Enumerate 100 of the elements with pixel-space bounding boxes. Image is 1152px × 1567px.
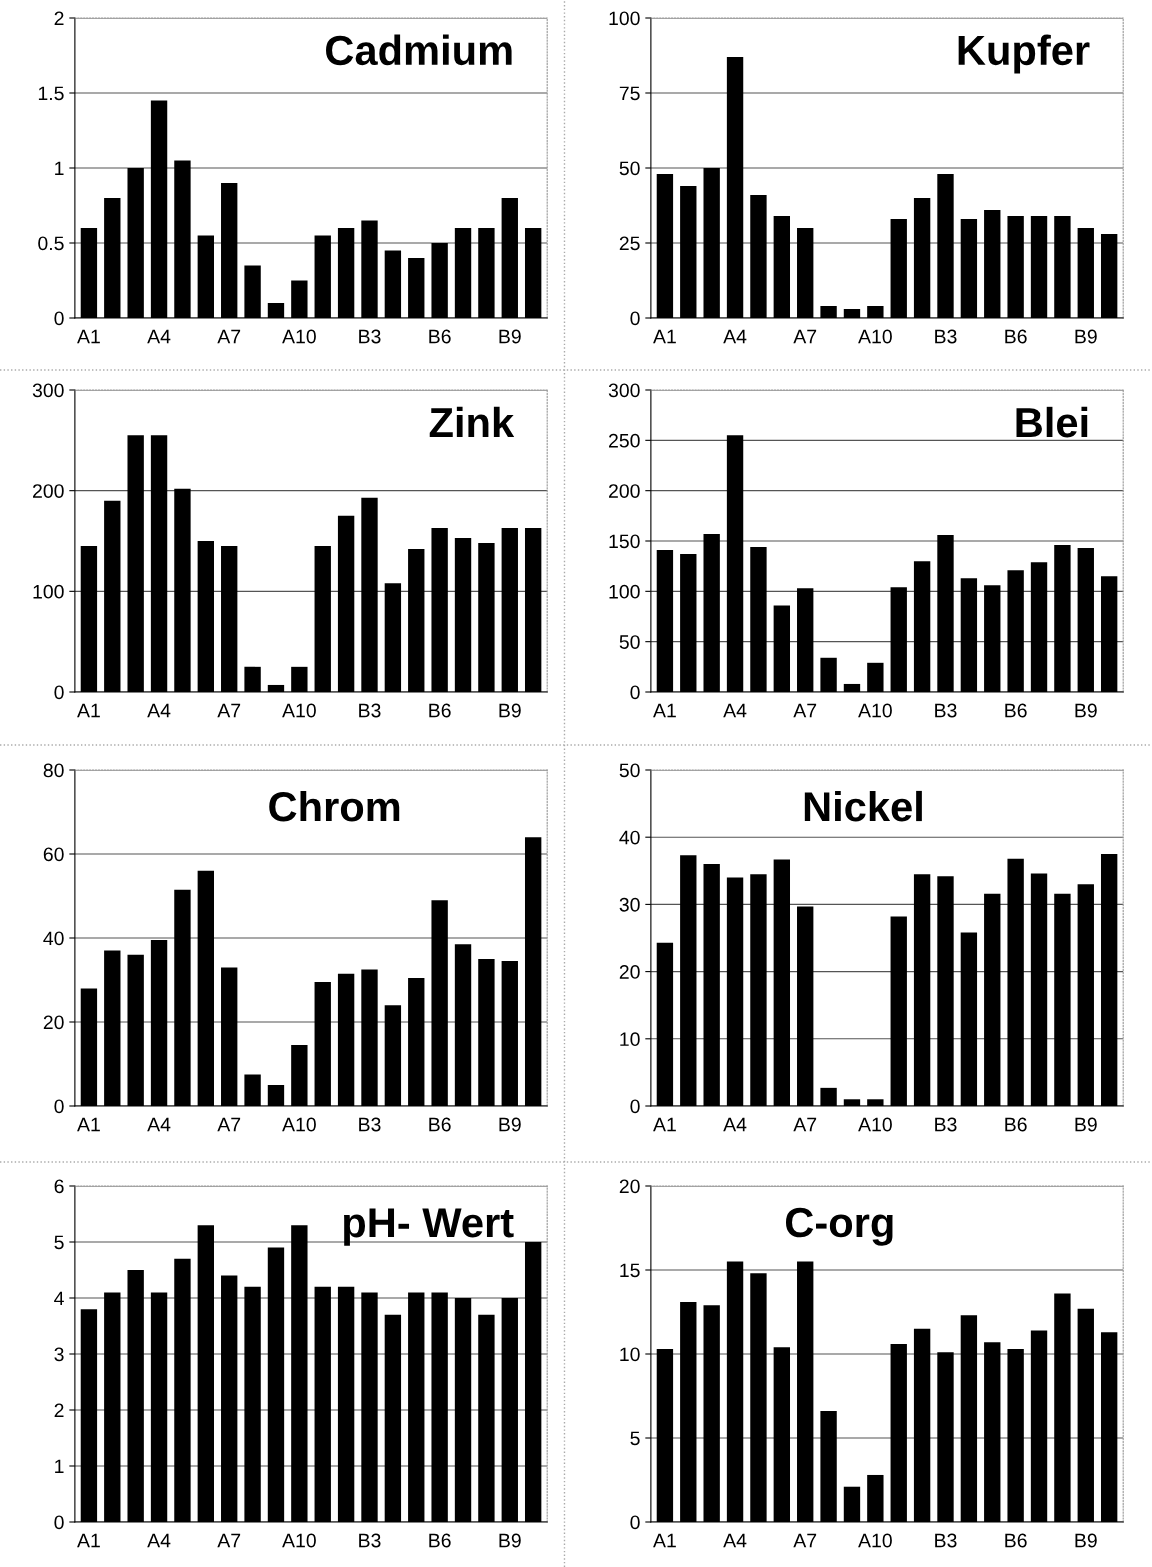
y-tick-label: 0	[630, 1099, 640, 1114]
x-tick-label: B3	[935, 703, 957, 718]
chart-title: pH- Wert	[344, 1208, 514, 1246]
y-tick-label: 0	[54, 311, 64, 326]
y-tick-label: 25	[619, 236, 640, 251]
y-tick-label: 1.5	[38, 86, 64, 101]
y-tick-label: 1	[55, 161, 64, 176]
x-tick-label: B3	[935, 1117, 957, 1132]
y-tick-label: 10	[620, 1032, 640, 1047]
y-tick-label: 0	[630, 1515, 640, 1530]
x-tick-label: A7	[217, 1533, 241, 1548]
y-tick-label: 5	[54, 1235, 64, 1250]
x-tick-label: A7	[793, 703, 817, 718]
x-tick-label: A10	[282, 1533, 316, 1548]
y-tick-label: 50	[619, 763, 640, 778]
x-tick-label: A1	[77, 1533, 100, 1548]
y-tick-label: 60	[43, 847, 64, 862]
x-tick-label: B6	[1005, 1533, 1027, 1548]
y-tick-label: 100	[609, 584, 640, 599]
x-tick-label: B3	[359, 1117, 381, 1132]
x-tick-label: A10	[282, 1117, 316, 1132]
x-tick-label: A4	[147, 703, 171, 718]
x-tick-label: A10	[858, 703, 892, 718]
x-tick-label: B3	[359, 1533, 381, 1548]
y-tick-label: 6	[54, 1179, 64, 1194]
y-tick-label: 0	[54, 1515, 64, 1530]
x-tick-label: A1	[77, 329, 100, 344]
x-tick-label: B6	[429, 703, 451, 718]
y-tick-label: 250	[609, 433, 640, 448]
y-tick-label: 3	[54, 1347, 64, 1362]
y-tick-label: 80	[43, 763, 64, 778]
y-tick-label: 200	[33, 484, 64, 498]
y-tick-label: 20	[619, 965, 640, 979]
chart-title: C-org	[785, 1207, 893, 1246]
x-tick-label: B9	[1075, 329, 1097, 344]
x-tick-label: A1	[653, 1533, 676, 1548]
x-tick-label: A4	[723, 1533, 747, 1548]
x-tick-label: B6	[429, 1117, 451, 1132]
x-tick-label: A10	[282, 703, 316, 718]
y-tick-label: 2	[54, 11, 64, 26]
x-tick-label: B6	[429, 329, 451, 344]
x-tick-label: A1	[653, 1117, 676, 1132]
y-tick-label: 300	[608, 383, 640, 398]
x-tick-label: A7	[793, 1533, 817, 1548]
x-tick-label: A7	[793, 329, 817, 344]
x-tick-label: B6	[429, 1533, 451, 1548]
chart-title: Zink	[429, 406, 515, 438]
y-tick-label: 200	[609, 484, 640, 498]
chart-title: Cadmium	[326, 34, 512, 66]
y-tick-label: 0	[630, 311, 640, 326]
x-tick-label: B3	[359, 703, 381, 718]
x-tick-label: A1	[77, 703, 100, 718]
x-tick-label: A7	[217, 329, 241, 344]
y-tick-label: 0.5	[38, 236, 64, 251]
x-tick-label: A4	[723, 703, 747, 718]
y-tick-label: 15	[620, 1263, 640, 1278]
y-tick-label: 5	[630, 1431, 640, 1446]
y-tick-label: 40	[619, 830, 640, 845]
x-tick-label: A4	[147, 329, 171, 344]
y-tick-label: 0	[54, 1099, 64, 1114]
x-tick-label: B6	[1005, 703, 1027, 718]
x-tick-label: B9	[1075, 1533, 1097, 1548]
y-tick-label: 20	[619, 1179, 640, 1194]
x-tick-label: B9	[499, 329, 521, 344]
x-tick-label: A1	[653, 329, 676, 344]
y-tick-label: 50	[619, 161, 640, 176]
x-tick-label: B9	[499, 1117, 521, 1132]
chart-title: Chrom	[269, 790, 400, 822]
x-tick-label: A7	[793, 1117, 817, 1132]
y-tick-label: 0	[630, 685, 640, 700]
x-tick-label: A7	[217, 1117, 241, 1132]
x-tick-label: A1	[77, 1117, 100, 1132]
chart-title: Blei	[1016, 406, 1088, 438]
chart-title: Kupfer	[958, 34, 1090, 74]
x-tick-label: B3	[359, 329, 381, 344]
y-tick-label: 40	[43, 931, 64, 946]
y-tick-label: 2	[54, 1403, 64, 1418]
x-tick-label: A4	[723, 329, 747, 344]
y-tick-label: 30	[619, 897, 640, 912]
y-tick-label: 150	[609, 534, 640, 549]
y-tick-label: 4	[54, 1291, 64, 1306]
y-tick-label: 100	[609, 11, 640, 26]
x-tick-label: A7	[217, 703, 241, 718]
x-tick-label: A10	[858, 329, 892, 344]
chart-title: Nickel	[804, 790, 922, 822]
x-tick-label: B3	[935, 1533, 957, 1548]
x-tick-label: B6	[1005, 329, 1027, 344]
x-tick-label: A1	[653, 703, 676, 718]
x-tick-label: B9	[499, 1533, 521, 1548]
x-tick-label: A10	[282, 329, 316, 344]
x-tick-label: B3	[935, 329, 957, 344]
x-tick-label: B9	[1075, 703, 1097, 718]
x-tick-label: A4	[147, 1117, 171, 1132]
y-tick-label: 50	[619, 635, 640, 649]
x-tick-label: B6	[1005, 1117, 1027, 1132]
x-tick-label: A10	[858, 1533, 892, 1548]
x-tick-label: A4	[723, 1117, 747, 1132]
x-tick-label: B9	[1075, 1117, 1097, 1132]
x-tick-label: A10	[858, 1117, 892, 1132]
y-tick-label: 100	[33, 584, 64, 599]
